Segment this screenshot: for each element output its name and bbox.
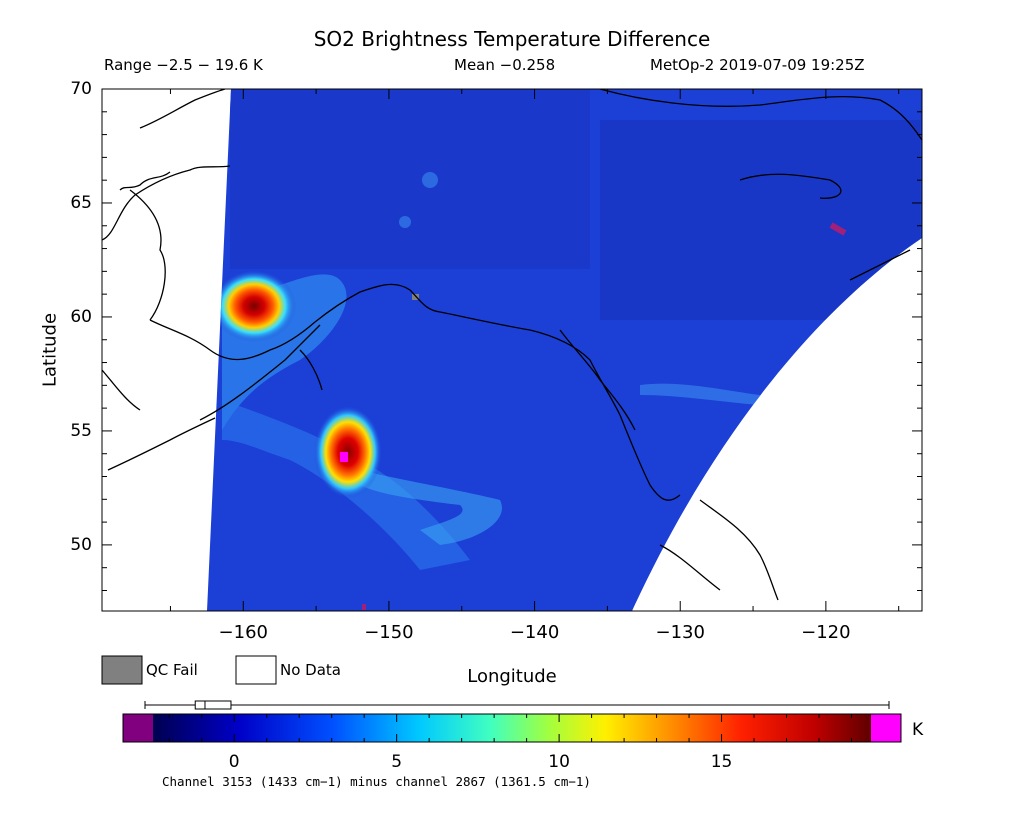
colorbar-tick-label: 15 bbox=[710, 752, 733, 772]
colorbar-gradient bbox=[153, 714, 871, 742]
y-tick-label: 65 bbox=[70, 192, 92, 213]
no-data-label: No Data bbox=[280, 661, 341, 679]
coastlines bbox=[102, 89, 922, 601]
x-tick-label: −130 bbox=[655, 622, 705, 643]
mean-text: Mean −0.258 bbox=[454, 56, 556, 74]
colorbar-tick-label: 5 bbox=[391, 752, 403, 772]
no-data-swatch bbox=[235, 655, 277, 685]
y-tick-label: 50 bbox=[70, 534, 92, 555]
so2-plume-north bbox=[212, 270, 296, 342]
x-tick-label: −140 bbox=[509, 622, 560, 643]
qc-fail-label: QC Fail bbox=[146, 661, 198, 679]
boxplot-box bbox=[194, 700, 232, 710]
colorbar-boxplot bbox=[144, 700, 890, 710]
y-tick-label: 60 bbox=[70, 306, 92, 327]
satellite-time-text: MetOp-2 2019-07-09 19:25Z bbox=[650, 56, 865, 74]
colorbar-high-end bbox=[871, 714, 901, 742]
colorbar-ticks bbox=[168, 714, 853, 742]
y-tick-label: 70 bbox=[70, 79, 92, 99]
y-tick-label: 55 bbox=[70, 420, 92, 441]
colorbar-tick-label: 10 bbox=[548, 752, 570, 772]
axis-ticks bbox=[102, 88, 922, 611]
y-axis-label: Latitude bbox=[39, 312, 61, 388]
colorbar-low-end bbox=[123, 714, 153, 742]
x-tick-label: −150 bbox=[364, 622, 414, 643]
range-text: Range −2.5 − 19.6 K bbox=[104, 56, 263, 74]
colorbar-unit: K bbox=[912, 720, 924, 740]
x-tick-label: −120 bbox=[801, 622, 851, 643]
channel-footnote: Channel 3153 (1433 cm−1) minus channel 2… bbox=[162, 774, 591, 789]
x-axis-label: Longitude bbox=[467, 666, 557, 687]
x-tick-label: −160 bbox=[218, 622, 268, 643]
plot-frame bbox=[101, 88, 923, 612]
colorbar-frame bbox=[122, 713, 902, 743]
map-title: SO2 Brightness Temperature Difference bbox=[313, 27, 711, 51]
colorbar-tick-label: 0 bbox=[228, 752, 240, 772]
qc-fail-swatch bbox=[101, 655, 143, 685]
swath-field bbox=[207, 89, 922, 611]
